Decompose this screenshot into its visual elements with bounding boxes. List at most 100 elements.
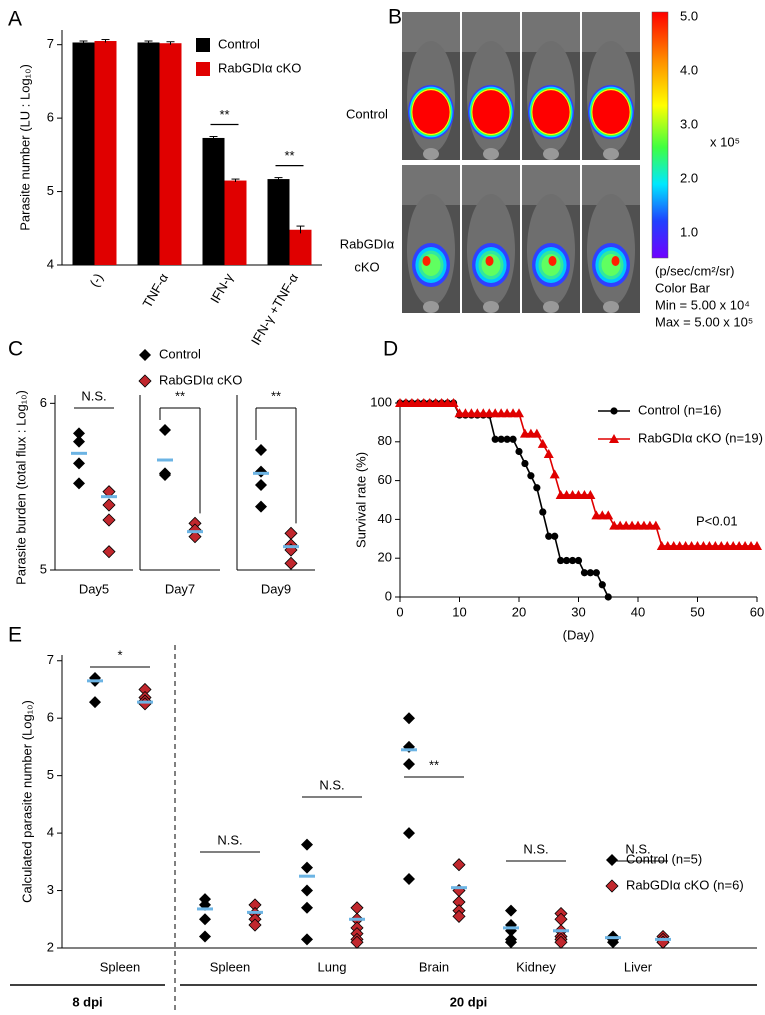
x-tick-label: Day5: [79, 581, 109, 596]
color-bar-multiplier: x 10⁵: [710, 134, 740, 149]
mouse-tail: [423, 148, 439, 160]
panel-label: A: [8, 8, 22, 31]
row-label: cKO: [354, 259, 379, 274]
color-bar-tick-label: 2.0: [680, 170, 698, 185]
x-tick-label: Liver: [624, 959, 653, 974]
point: [350, 935, 364, 949]
significance-label: **: [175, 388, 185, 403]
marker: [549, 469, 560, 479]
marker: [503, 435, 511, 443]
group-label: 20 dpi: [450, 994, 488, 1009]
point: [505, 904, 517, 917]
legend-marker: [605, 879, 619, 893]
marker: [509, 435, 517, 443]
y-tick-label: 6: [40, 395, 47, 410]
point: [188, 530, 202, 544]
point: [102, 498, 116, 512]
point: [102, 545, 116, 559]
legend-marker: [139, 349, 151, 361]
marker: [586, 569, 595, 577]
point: [248, 918, 262, 932]
legend-label: Control: [159, 346, 201, 361]
marker: [531, 428, 542, 438]
legend-marker: [610, 407, 618, 415]
x-tick-label: Kidney: [516, 959, 556, 974]
series-line: [400, 402, 609, 598]
x-tick-label: 50: [690, 604, 704, 619]
row-label: RabGDIα: [340, 236, 395, 251]
mouse-tail: [543, 301, 559, 313]
bar: [159, 43, 182, 265]
signal-hot: [422, 256, 431, 266]
color-bar-tick-label: 1.0: [680, 224, 698, 239]
bar: [267, 179, 290, 265]
y-axis-label: Calculated parasite number (Log₁₀): [19, 700, 34, 903]
point: [452, 858, 466, 872]
marker: [527, 472, 535, 480]
y-tick-label: 7: [47, 652, 54, 667]
significance-label: **: [284, 148, 294, 163]
marker: [580, 569, 589, 577]
marker: [497, 435, 505, 443]
legend-marker: [138, 374, 152, 388]
point: [301, 933, 313, 946]
marker: [521, 459, 529, 468]
y-tick-label: 5: [40, 561, 47, 576]
marker: [533, 484, 541, 492]
point: [505, 936, 517, 949]
marker: [557, 556, 565, 565]
annotation: P<0.01: [696, 513, 738, 528]
y-tick-label: 5: [47, 767, 54, 782]
legend-label: Control (n=5): [626, 851, 702, 866]
mouse-tail: [543, 148, 559, 160]
signal-hot: [485, 256, 494, 266]
mouse-tail: [423, 301, 439, 313]
y-tick-label: 20: [378, 550, 392, 565]
y-tick-label: 100: [370, 394, 392, 409]
point: [301, 838, 313, 851]
panel-label: D: [383, 338, 398, 361]
marker: [592, 569, 600, 577]
point: [452, 909, 466, 923]
significance-label: N.S.: [319, 777, 344, 792]
color-bar: [651, 11, 669, 259]
color-bar-note: (p/sec/cm²/sr): [655, 263, 734, 278]
point: [554, 935, 568, 949]
bar: [289, 229, 312, 265]
row-label: Control: [346, 106, 388, 121]
y-tick-label: 6: [47, 710, 54, 725]
marker: [448, 398, 459, 407]
y-tick-label: 6: [47, 110, 54, 125]
significance-label: **: [429, 757, 439, 772]
marker: [603, 510, 614, 520]
panel-label: B: [388, 6, 402, 29]
point: [73, 435, 85, 448]
bar: [137, 42, 160, 265]
marker: [598, 581, 606, 589]
legend-label: Control (n=16): [638, 402, 721, 417]
signal: [592, 90, 630, 134]
point: [403, 712, 415, 725]
point: [284, 526, 298, 540]
marker: [604, 593, 612, 601]
legend-label: RabGDIα cKO: [159, 372, 242, 387]
x-tick-label: 0: [396, 604, 403, 619]
panel-label: C: [8, 338, 23, 361]
marker: [539, 508, 547, 516]
point: [403, 873, 415, 886]
mouse-tail: [603, 148, 619, 160]
signal-hot: [611, 256, 620, 266]
point: [301, 861, 313, 874]
group-label: 8 dpi: [72, 994, 102, 1009]
y-tick-label: 60: [378, 472, 392, 487]
x-axis-label: (Day): [563, 627, 595, 642]
significance-label: **: [271, 388, 281, 403]
significance-label: *: [117, 647, 122, 662]
legend-marker: [606, 854, 618, 866]
point: [159, 469, 171, 481]
color-bar-note: Min = 5.00 x 10⁴: [655, 297, 750, 312]
legend-label: RabGDIα cKO: [218, 60, 301, 75]
color-bar-tick-label: 5.0: [680, 8, 698, 23]
signal: [532, 90, 570, 134]
